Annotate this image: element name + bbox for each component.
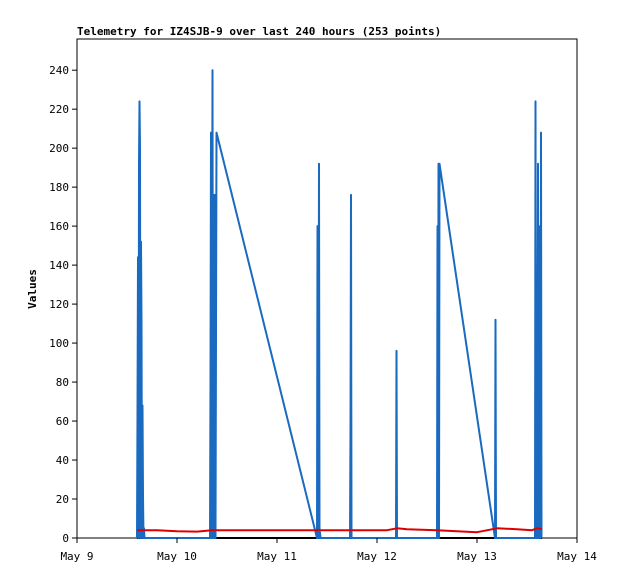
x-axis-ticks: May 9 May 10 May 11 May 12 May 13 May 14: [60, 538, 597, 563]
chart-title: Telemetry for IZ4SJB-9 over last 240 hou…: [77, 25, 441, 38]
y-tick-label: 20: [56, 493, 69, 506]
y-tick-label: 40: [56, 454, 69, 467]
plot-area: [76, 38, 578, 539]
series-line-0: [136, 69, 543, 539]
y-tick-label: 200: [49, 142, 69, 155]
x-tick-label: May 10: [157, 550, 197, 563]
y-tick-label: 100: [49, 337, 69, 350]
y-tick-label: 80: [56, 376, 69, 389]
series-layer: [136, 69, 543, 539]
x-tick-label: May 12: [357, 550, 397, 563]
x-tick-label: May 9: [60, 550, 93, 563]
y-tick-label: 220: [49, 103, 69, 116]
y-tick-label: 180: [49, 181, 69, 194]
y-tick-label: 240: [49, 64, 69, 77]
y-tick-label: 60: [56, 415, 69, 428]
x-tick-label: May 14: [557, 550, 597, 563]
y-axis-ticks: 0 20 40 60 80 100 120 140 160 180 200 220 240: [49, 64, 77, 545]
x-tick-label: May 13: [457, 550, 497, 563]
y-tick-label: 0: [62, 532, 69, 545]
y-tick-label: 140: [49, 259, 69, 272]
y-tick-label: 160: [49, 220, 69, 233]
series-line-1: [137, 527, 543, 534]
y-tick-label: 120: [49, 298, 69, 311]
y-axis-label: Values: [26, 269, 39, 309]
x-tick-label: May 11: [257, 550, 297, 563]
